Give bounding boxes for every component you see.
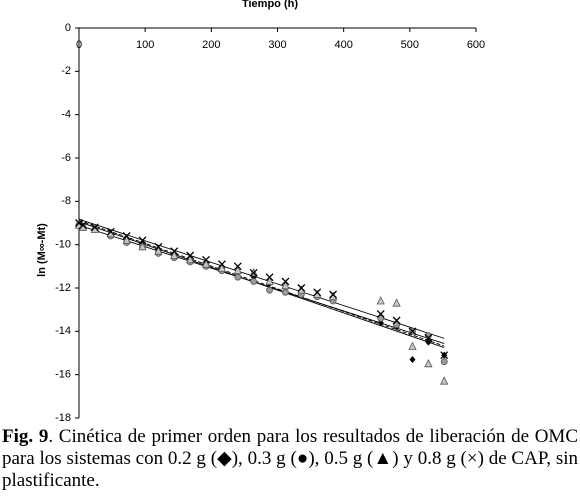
x-marker: [170, 247, 179, 256]
triangle-marker: [265, 276, 274, 285]
x-marker: [202, 255, 210, 264]
y-tick-label: -2: [61, 65, 71, 77]
y-tick-label: -10: [55, 239, 71, 251]
x-marker: [90, 223, 99, 232]
circle-marker: [282, 288, 289, 296]
x-marker: [249, 268, 258, 277]
circle-marker: [234, 273, 242, 281]
circle-marker: [393, 321, 401, 329]
y-tick-label: -8: [61, 195, 71, 207]
x-marker: [313, 288, 322, 297]
x-marker: [281, 277, 290, 286]
triangle-marker: [376, 296, 385, 305]
y-tick-label: -4: [61, 109, 71, 121]
x-tick-label: 400: [334, 39, 352, 51]
caption-label: Fig. 9: [2, 426, 49, 447]
x-marker: [376, 310, 385, 318]
x-marker: [75, 219, 83, 227]
triangle-marker: [170, 250, 179, 259]
x-tick-label: 300: [268, 39, 286, 51]
triangle-marker: [408, 341, 417, 350]
chart: Tiempo (h) ln (M∞-Mt) 0 100 200 300 400 500 60…: [36, 0, 485, 424]
triangle-marker: [440, 376, 449, 385]
triangle-marker: [281, 280, 290, 290]
x-marker: [154, 242, 163, 251]
chart-title: Tiempo (h): [242, 0, 298, 10]
triangle-marker: [122, 235, 131, 244]
trend-line: [78, 218, 445, 339]
y-tick-label: -12: [55, 282, 71, 294]
diamond-marker: [409, 356, 416, 363]
x-tick-label: 0: [76, 39, 82, 51]
triangle-marker: [154, 246, 163, 255]
circle-marker: [440, 358, 448, 366]
x-marker: [297, 284, 306, 292]
x-marker: [138, 236, 147, 245]
x-tick-label: 100: [136, 39, 154, 51]
x-marker: [79, 221, 87, 230]
trend-line: [78, 220, 445, 347]
x-marker: [424, 333, 433, 342]
y-axis-label: ln (M∞-Mt): [36, 223, 48, 277]
triangle-marker: [138, 241, 147, 251]
y-tick-label: -14: [55, 325, 71, 337]
y-tick-label: -6: [61, 152, 71, 164]
x-tick-label: 600: [467, 39, 485, 51]
x-marker: [265, 273, 274, 282]
circle-marker: [250, 278, 258, 285]
triangle-marker: [392, 298, 401, 307]
x-marker: [440, 351, 449, 360]
x-marker: [217, 260, 226, 269]
y-tick-label: -16: [55, 369, 71, 381]
x-marker: [408, 327, 417, 336]
x-marker: [392, 316, 401, 325]
x-marker: [329, 290, 338, 299]
caption: Fig. 9. Cinética de primer orden para lo…: [2, 426, 578, 492]
x-tick-label: 500: [401, 39, 419, 51]
y-tick-label: 0: [65, 22, 71, 34]
circle-marker: [377, 314, 385, 322]
x-marker: [106, 227, 115, 236]
triangle-marker: [217, 263, 227, 272]
x-tick-label: 200: [202, 39, 220, 51]
x-marker: [233, 262, 242, 271]
triangle-marker: [233, 265, 242, 275]
caption-text: . Cinética de primer orden para los resu…: [2, 426, 578, 491]
triangle-marker: [424, 358, 433, 368]
circle-marker: [266, 286, 273, 294]
triangle-marker: [186, 254, 195, 264]
trend-line: [78, 224, 445, 344]
x-marker: [186, 251, 195, 260]
y-tick-label: -18: [55, 412, 71, 424]
diamond-marker: [425, 338, 432, 346]
x-marker: [122, 232, 131, 240]
triangle-marker: [201, 259, 211, 268]
